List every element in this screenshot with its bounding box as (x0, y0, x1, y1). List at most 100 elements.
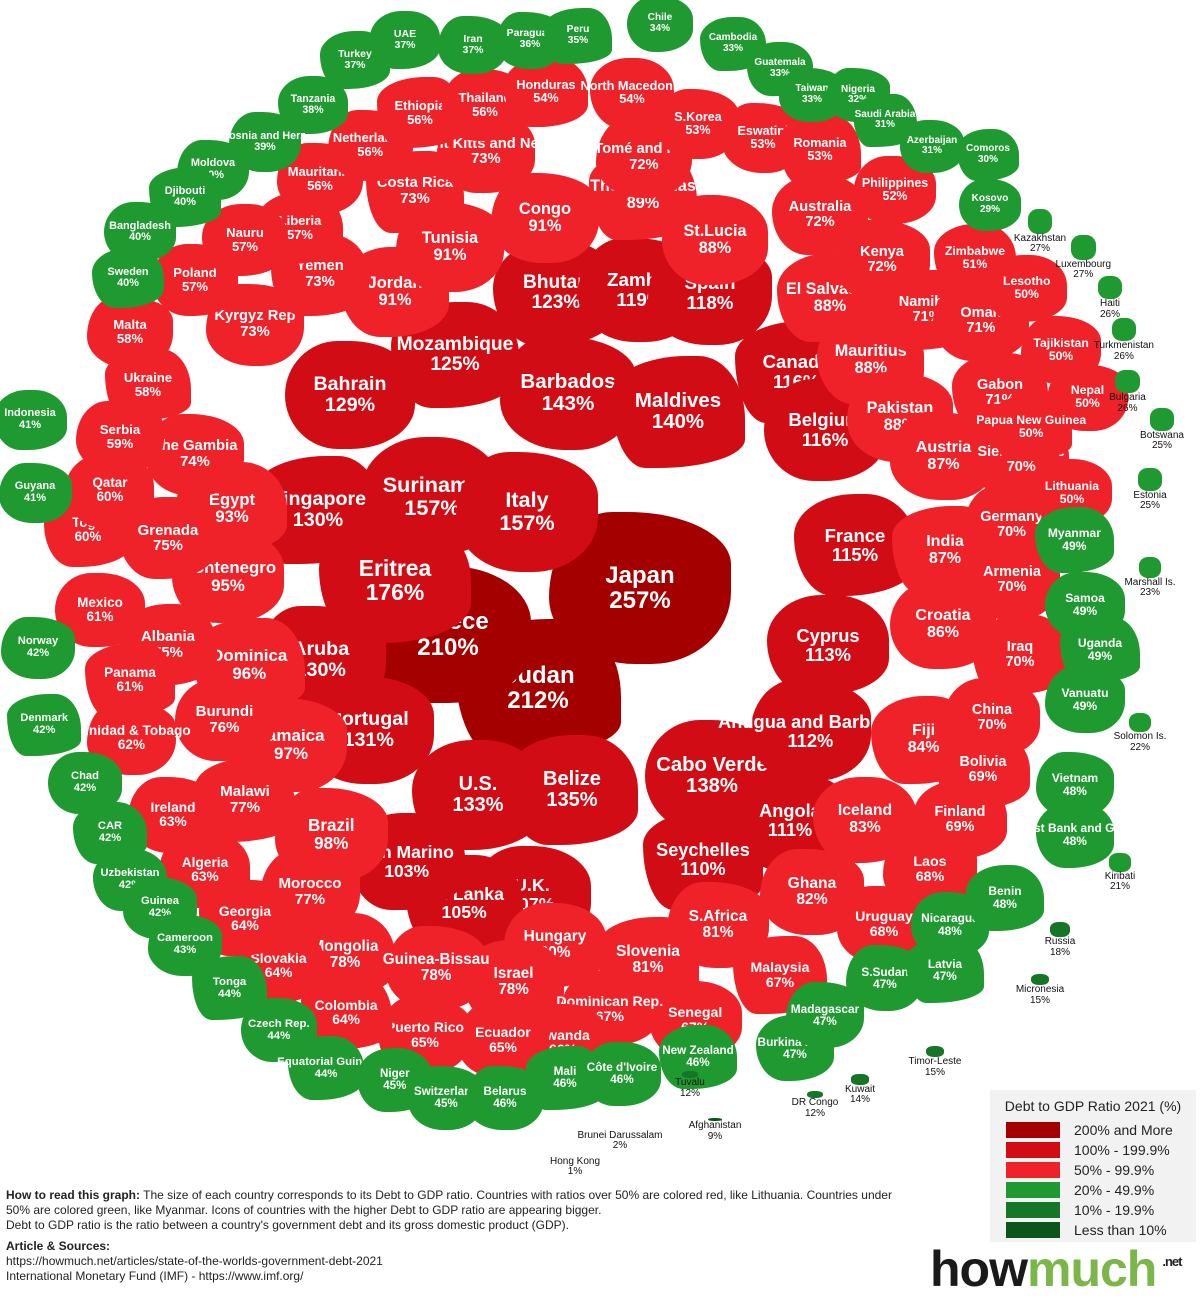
country-name: Dominica (211, 646, 288, 666)
country-chile: Chile 34% (626, 0, 694, 52)
country-kuwait: Kuwait 14% (839, 1072, 882, 1108)
country-name: Vietnam (1051, 771, 1099, 786)
country-name: Croatia (915, 607, 971, 625)
country-name: New Zealand (662, 1043, 734, 1057)
country-value: 71% (966, 320, 996, 337)
country-name: Eswatini (737, 123, 789, 138)
country-name: Kuwait (844, 1083, 875, 1095)
country-value: 51% (962, 257, 988, 272)
country-value: 50% (1014, 287, 1039, 302)
country-name: Djibouti (164, 184, 206, 197)
country-value: 91% (433, 245, 467, 264)
country-name: The Gambia (152, 438, 238, 455)
country-name: Chile (647, 12, 673, 24)
country-luxembourg: Luxembourg 27% (1054, 233, 1113, 282)
legend-label: 100% - 199.9% (1074, 1142, 1170, 1158)
country-name: Bosnia and Herz. (221, 129, 309, 142)
country-value: 72% (867, 259, 897, 276)
country-value: 37% (394, 38, 416, 51)
country-name: Slovakia (250, 949, 307, 966)
country-value: 37% (462, 43, 484, 56)
country-name: Estonia (1133, 489, 1167, 501)
country-name: Czech Rep. (248, 1017, 310, 1030)
country-value: 157% (499, 509, 555, 535)
country-haiti: Haiti 26% (1081, 274, 1139, 322)
country-name: Antigua and Barbuda (718, 710, 903, 732)
country-value: 53% (807, 148, 833, 163)
country-kosovo: Kosovo 29% (959, 179, 1021, 231)
country-name: Puerto Rico (385, 1019, 464, 1036)
country-name: Benin (988, 884, 1022, 899)
country-value: 97% (274, 743, 309, 763)
country-value: 53% (750, 136, 776, 151)
country-name: Guinea-Bissau (382, 950, 490, 968)
country-value: 105% (441, 902, 487, 923)
country-name: Japan (605, 561, 675, 589)
legend-label: Less than 10% (1074, 1222, 1167, 1238)
country-botswana: Botswana 25% (1134, 406, 1191, 454)
country-value: 50% (1018, 426, 1044, 441)
country-name: Bahrain (313, 373, 387, 396)
country-value: 72% (805, 213, 835, 230)
country-value: 42% (26, 646, 50, 659)
country-value: 82% (796, 890, 828, 908)
country-name: Iceland (837, 802, 893, 820)
country-name: Laos (913, 854, 947, 871)
country-name: Kenya (860, 243, 904, 260)
country-name: Saudi Arabia (854, 108, 916, 120)
country-name: Nepal (1070, 383, 1105, 398)
country-value: 77% (294, 890, 326, 908)
country-name: Lesotho (1002, 274, 1051, 289)
country-value: 37% (344, 58, 366, 71)
country-shape (1150, 408, 1174, 431)
country-brunei-darussalam: Brunei Darussalam 2% (577, 1130, 662, 1151)
country-lesotho: Lesotho 50% (986, 254, 1068, 322)
country-value: 40% (202, 168, 224, 181)
legend-item: 100% - 199.9% (1006, 1140, 1196, 1160)
country-name: Fiji (912, 722, 936, 740)
country-value: 48% (1063, 783, 1087, 798)
country-name: Morocco (278, 875, 342, 893)
country-name: Uruguay (855, 909, 913, 926)
country-value: 47% (933, 968, 957, 983)
country-value: 1% (567, 1166, 583, 1177)
country-name: Niger (379, 1067, 410, 1080)
country-name: Congo (518, 199, 572, 218)
country-name: Aruba (292, 638, 350, 661)
country-the-gambia: The Gambia 74% (145, 414, 245, 496)
country-name: Haiti (1099, 298, 1120, 310)
country-name: Canada (762, 351, 830, 373)
country-value: 135% (546, 788, 598, 811)
country-value: 57% (231, 238, 259, 254)
country-value: 63% (191, 868, 219, 884)
country-name: Hong Kong (549, 1155, 601, 1167)
country-name: Angola (759, 800, 821, 821)
country-name: Cameroon (157, 932, 213, 945)
country-value: 47% (813, 1013, 837, 1028)
country-name: CAR (97, 820, 123, 833)
country-value: 44% (267, 1029, 291, 1042)
country-value: 44% (218, 987, 242, 1000)
country-shape (1049, 921, 1071, 938)
country-shape (1109, 853, 1131, 872)
country-name: Senegal (668, 1004, 723, 1021)
country-value: 50% (1075, 396, 1100, 411)
country-value: 21% (1109, 881, 1130, 893)
country-value: 41% (18, 418, 42, 431)
country-name: Honduras (516, 77, 576, 92)
country-name: China (971, 701, 1013, 718)
country-name: Bolivia (959, 753, 1007, 770)
country-name: Belarus (483, 1084, 527, 1098)
legend-swatch (1006, 1202, 1060, 1218)
source-link-article[interactable]: https://howmuch.net/articles/state-of-th… (6, 1254, 383, 1268)
country-value: 212% (507, 686, 569, 714)
source-link-imf[interactable]: International Monetary Fund (IMF) - http… (6, 1269, 304, 1283)
country-name: S.Korea (674, 109, 722, 124)
country-name: Solomon Is. (1113, 731, 1167, 743)
country-grenada: Grenada 75% (118, 497, 218, 580)
country-value: 54% (619, 92, 645, 107)
country-value: 83% (849, 818, 881, 836)
country-honduras: Honduras 54% (504, 57, 588, 127)
country-antigua-and-barbuda: Antigua and Barbuda 112% (718, 680, 903, 781)
country-shape (1070, 235, 1096, 260)
